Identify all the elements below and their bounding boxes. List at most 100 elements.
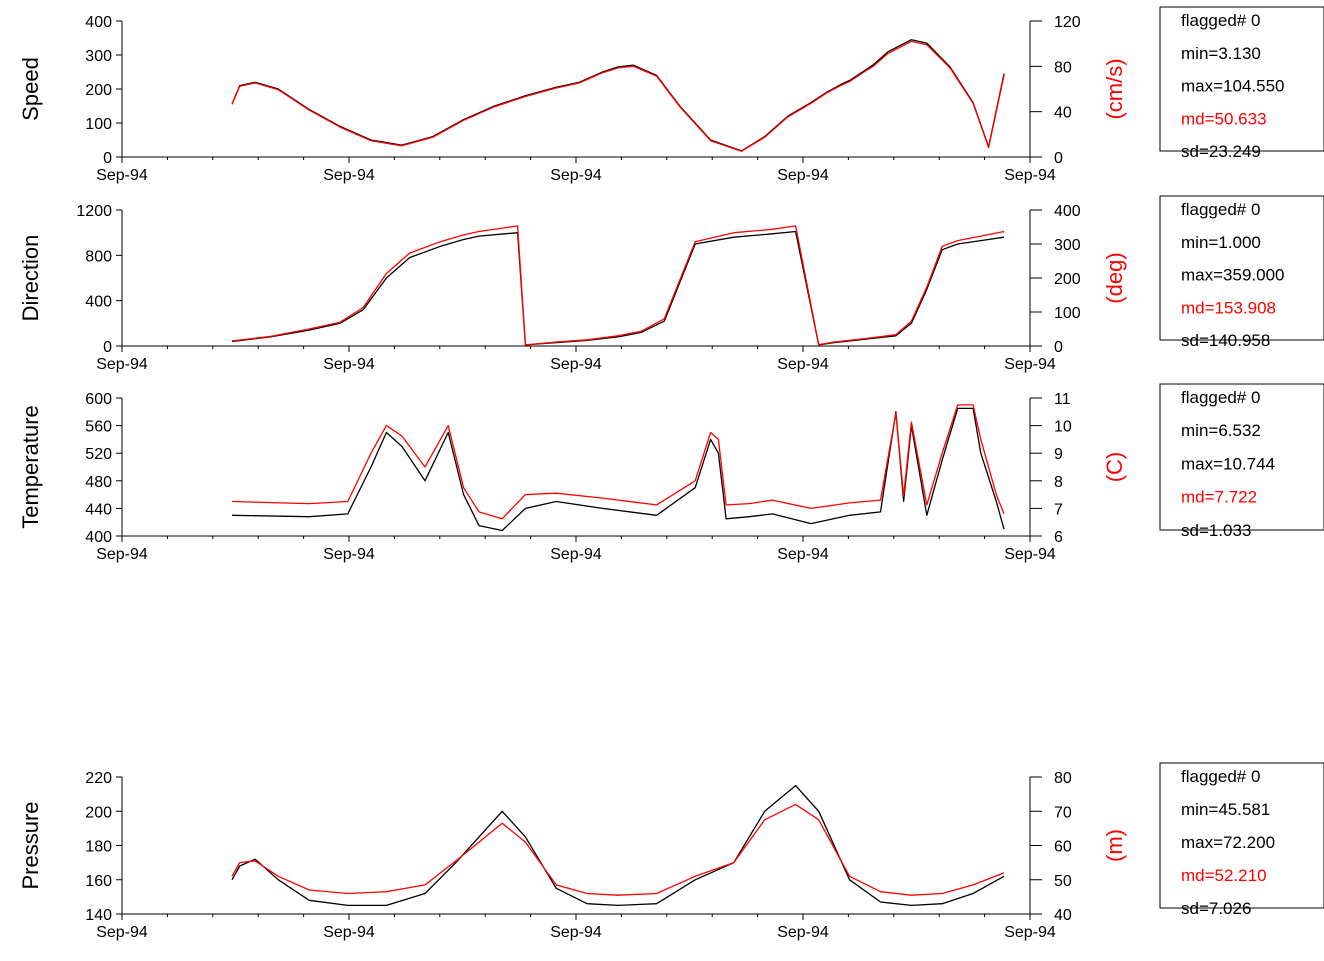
y-tick-label: 800 bbox=[85, 248, 112, 265]
x-tick-label: Sep-94 bbox=[550, 924, 602, 941]
y2-tick-label: 10 bbox=[1054, 419, 1072, 436]
series-line-smoothed bbox=[231, 40, 1005, 152]
y2-axis-title: (deg) bbox=[1102, 252, 1127, 303]
x-tick-label: Sep-94 bbox=[323, 356, 375, 373]
y-tick-label: 0 bbox=[103, 150, 112, 167]
y-tick-label: 200 bbox=[85, 82, 112, 99]
stats-min: min=1.000 bbox=[1181, 233, 1261, 252]
stats-max: max=10.744 bbox=[1181, 454, 1275, 473]
y2-tick-label: 7 bbox=[1054, 501, 1063, 518]
y-tick-label: 440 bbox=[85, 501, 112, 518]
y2-axis-title: (cm/s) bbox=[1102, 58, 1127, 119]
y-tick-label: 160 bbox=[85, 873, 112, 890]
y2-tick-label: 300 bbox=[1054, 237, 1081, 254]
y2-tick-label: 200 bbox=[1054, 271, 1081, 288]
stats-min: min=45.581 bbox=[1181, 800, 1270, 819]
x-tick-label: Sep-94 bbox=[1004, 546, 1056, 563]
y2-tick-label: 400 bbox=[1054, 203, 1081, 220]
y2-tick-label: 70 bbox=[1054, 804, 1072, 821]
series-line-smoothed bbox=[231, 404, 1005, 520]
x-tick-label: Sep-94 bbox=[96, 546, 148, 563]
y2-tick-label: 100 bbox=[1054, 305, 1081, 322]
x-tick-label: Sep-94 bbox=[1004, 356, 1056, 373]
series-line-smoothed bbox=[231, 225, 1005, 346]
y-tick-label: 560 bbox=[85, 419, 112, 436]
y2-tick-label: 50 bbox=[1054, 873, 1072, 890]
stats-flagged: flagged# 0 bbox=[1181, 388, 1260, 407]
y-tick-label: 0 bbox=[103, 339, 112, 356]
stats-max: max=104.550 bbox=[1181, 77, 1285, 96]
stats-sd: sd=140.958 bbox=[1181, 331, 1270, 350]
stats-flagged: flagged# 0 bbox=[1181, 200, 1260, 219]
stats-box bbox=[1159, 6, 1324, 152]
x-tick-label: Sep-94 bbox=[323, 546, 375, 563]
x-tick-label: Sep-94 bbox=[96, 924, 148, 941]
x-tick-label: Sep-94 bbox=[1004, 167, 1056, 184]
y-tick-label: 400 bbox=[85, 529, 112, 546]
x-tick-label: Sep-94 bbox=[96, 356, 148, 373]
y2-tick-label: 9 bbox=[1054, 446, 1063, 463]
y-tick-label: 400 bbox=[85, 14, 112, 31]
stats-sd: sd=1.033 bbox=[1181, 521, 1251, 540]
x-tick-label: Sep-94 bbox=[550, 356, 602, 373]
x-tick-label: Sep-94 bbox=[323, 924, 375, 941]
series-line-smoothed bbox=[231, 803, 1005, 896]
stats-min: min=6.532 bbox=[1181, 421, 1261, 440]
x-tick-label: Sep-94 bbox=[550, 167, 602, 184]
y2-tick-label: 8 bbox=[1054, 474, 1063, 491]
series-line-raw bbox=[231, 407, 1005, 532]
stats-md: md=153.908 bbox=[1181, 298, 1276, 317]
stats-box bbox=[1159, 383, 1324, 531]
y-tick-label: 300 bbox=[85, 48, 112, 65]
y-tick-label: 520 bbox=[85, 446, 112, 463]
y-tick-label: 180 bbox=[85, 839, 112, 856]
y-tick-label: 220 bbox=[85, 770, 112, 787]
y2-axis-title: (m) bbox=[1102, 829, 1127, 862]
stats-box bbox=[1159, 195, 1324, 341]
y2-tick-label: 0 bbox=[1054, 339, 1063, 356]
y2-tick-label: 6 bbox=[1054, 529, 1063, 546]
y-axis-title: Direction bbox=[18, 235, 43, 322]
y2-tick-label: 40 bbox=[1054, 105, 1072, 122]
y-tick-label: 600 bbox=[85, 391, 112, 408]
stats-box bbox=[1159, 762, 1324, 909]
x-tick-label: Sep-94 bbox=[550, 546, 602, 563]
y-tick-label: 140 bbox=[85, 907, 112, 924]
x-tick-label: Sep-94 bbox=[323, 167, 375, 184]
y2-tick-label: 60 bbox=[1054, 839, 1072, 856]
y-axis-title: Temperature bbox=[18, 405, 43, 529]
y-axis-title: Pressure bbox=[18, 801, 43, 889]
stats-max: max=359.000 bbox=[1181, 266, 1285, 285]
y-tick-label: 1200 bbox=[76, 203, 112, 220]
stats-sd: sd=23.249 bbox=[1181, 142, 1261, 161]
series-line-raw bbox=[231, 39, 1005, 152]
y-tick-label: 100 bbox=[85, 116, 112, 133]
series-line-raw bbox=[231, 230, 1005, 346]
y-tick-label: 480 bbox=[85, 474, 112, 491]
y-axis-title: Speed bbox=[18, 57, 43, 121]
y2-tick-label: 40 bbox=[1054, 907, 1072, 924]
x-tick-label: Sep-94 bbox=[777, 546, 829, 563]
y-tick-label: 400 bbox=[85, 294, 112, 311]
x-tick-label: Sep-94 bbox=[777, 356, 829, 373]
stats-md: md=52.210 bbox=[1181, 866, 1267, 885]
stats-sd: sd=7.026 bbox=[1181, 899, 1251, 918]
x-tick-label: Sep-94 bbox=[777, 924, 829, 941]
y2-tick-label: 80 bbox=[1054, 770, 1072, 787]
x-tick-label: Sep-94 bbox=[1004, 924, 1056, 941]
y2-axis-title: (C) bbox=[1102, 452, 1127, 483]
y2-tick-label: 11 bbox=[1054, 391, 1071, 408]
stats-flagged: flagged# 0 bbox=[1181, 11, 1260, 30]
y2-tick-label: 80 bbox=[1054, 59, 1072, 76]
stats-flagged: flagged# 0 bbox=[1181, 767, 1260, 786]
stats-md: md=50.633 bbox=[1181, 109, 1267, 128]
y2-tick-label: 120 bbox=[1054, 14, 1081, 31]
x-tick-label: Sep-94 bbox=[96, 167, 148, 184]
series-line-raw bbox=[231, 784, 1005, 907]
x-tick-label: Sep-94 bbox=[777, 167, 829, 184]
stats-max: max=72.200 bbox=[1181, 833, 1275, 852]
y-tick-label: 200 bbox=[85, 804, 112, 821]
stats-md: md=7.722 bbox=[1181, 488, 1257, 507]
